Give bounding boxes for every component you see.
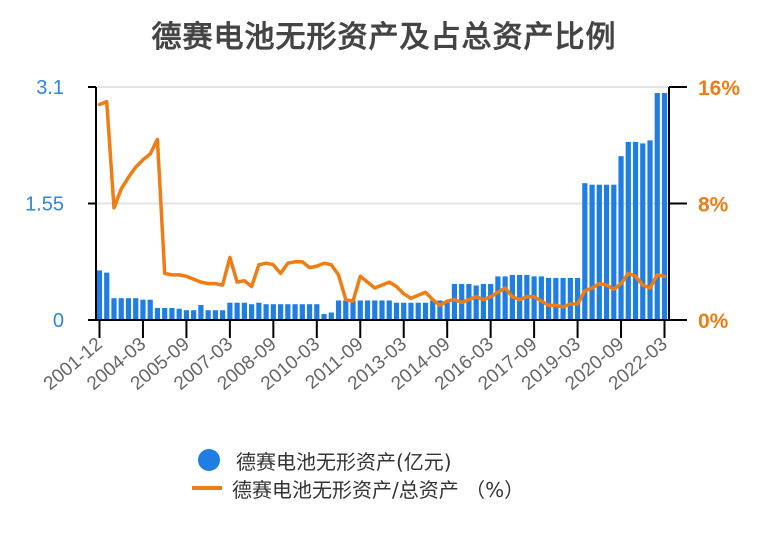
right-axis-tick-label: 0% bbox=[698, 310, 729, 333]
bar bbox=[618, 156, 624, 320]
bar bbox=[314, 304, 320, 320]
bar bbox=[350, 300, 356, 320]
bar bbox=[249, 304, 255, 320]
bar bbox=[133, 298, 139, 320]
bar bbox=[321, 313, 327, 320]
bar bbox=[162, 307, 168, 320]
bar bbox=[140, 299, 146, 320]
bar bbox=[640, 143, 646, 320]
y-axis-labels: 0 1.55 3.1 0% 8% 16% bbox=[25, 77, 740, 333]
bar bbox=[357, 300, 363, 320]
left-axis-tick-label: 0 bbox=[53, 310, 64, 332]
bar bbox=[574, 277, 581, 320]
bar bbox=[415, 302, 421, 320]
bar bbox=[183, 310, 190, 320]
bar bbox=[328, 312, 334, 320]
bar bbox=[104, 272, 110, 320]
bar bbox=[401, 302, 407, 320]
bar bbox=[212, 310, 218, 320]
bar-series bbox=[96, 93, 668, 320]
bar bbox=[191, 310, 197, 320]
bar bbox=[335, 300, 342, 320]
bar bbox=[96, 270, 103, 320]
bar bbox=[422, 302, 429, 320]
bar bbox=[517, 274, 523, 320]
bar bbox=[632, 141, 639, 320]
right-axis-tick-label: 16% bbox=[698, 77, 740, 100]
bar bbox=[437, 300, 443, 320]
gridlines bbox=[96, 86, 669, 205]
bar bbox=[430, 300, 436, 320]
bar bbox=[473, 285, 479, 320]
line-series bbox=[97, 99, 667, 309]
bar bbox=[625, 141, 631, 320]
bar bbox=[386, 300, 392, 320]
bar bbox=[147, 299, 153, 320]
bar bbox=[118, 298, 124, 320]
bar bbox=[553, 277, 559, 320]
bar bbox=[603, 184, 610, 320]
bar bbox=[343, 300, 349, 320]
bar bbox=[125, 298, 132, 320]
bar bbox=[220, 310, 226, 320]
bar bbox=[560, 277, 566, 320]
bar bbox=[292, 304, 298, 320]
bar bbox=[277, 304, 284, 320]
legend-item-bar[interactable]: 德赛电池无形资产(亿元) bbox=[196, 446, 524, 474]
legend-bar-label: 德赛电池无形资产(亿元) bbox=[236, 449, 452, 474]
bar bbox=[538, 276, 544, 320]
legend-item-line[interactable]: 德赛电池无形资产/总资产 （%） bbox=[192, 474, 525, 502]
bar bbox=[661, 93, 668, 320]
bar bbox=[567, 277, 573, 320]
bar bbox=[306, 304, 313, 320]
ratio-line bbox=[97, 99, 667, 309]
bar bbox=[654, 93, 660, 320]
bar bbox=[198, 304, 204, 320]
bar bbox=[241, 302, 247, 320]
bar bbox=[393, 302, 400, 320]
bar bbox=[234, 302, 240, 320]
line-marker-icon bbox=[192, 486, 222, 490]
bar bbox=[263, 304, 269, 320]
bar bbox=[444, 302, 450, 320]
bar bbox=[176, 308, 182, 320]
bar bbox=[480, 283, 487, 320]
right-axis-tick-label: 8% bbox=[698, 194, 729, 217]
bar bbox=[488, 283, 494, 320]
bar bbox=[227, 302, 233, 320]
bar bbox=[299, 304, 305, 320]
bar bbox=[169, 307, 175, 320]
axes bbox=[88, 86, 687, 338]
bar bbox=[611, 184, 617, 320]
bar bbox=[589, 184, 595, 320]
bar bbox=[256, 302, 262, 320]
circle-marker-icon bbox=[198, 449, 220, 471]
bar bbox=[372, 300, 378, 320]
bar bbox=[647, 140, 653, 320]
bar bbox=[364, 300, 371, 320]
chart-title: 德赛电池无形资产及占总资产比例 bbox=[151, 20, 617, 55]
bar bbox=[596, 184, 602, 320]
bar bbox=[285, 304, 291, 320]
bar bbox=[546, 277, 552, 320]
bar bbox=[502, 276, 508, 320]
bar bbox=[154, 307, 161, 320]
legend: 德赛电池无形资产(亿元) 德赛电池无形资产/总资产 （%） bbox=[192, 446, 525, 502]
bar bbox=[582, 183, 588, 320]
left-axis-tick-label: 1.55 bbox=[25, 194, 64, 216]
bar bbox=[205, 310, 211, 320]
x-axis-labels: 2001-122004-032005-092007-032008-092010-… bbox=[40, 334, 672, 395]
bar bbox=[495, 276, 501, 320]
legend-line-label: 德赛电池无形资产/总资产 （%） bbox=[232, 477, 525, 502]
bar bbox=[408, 302, 414, 320]
bar bbox=[379, 300, 385, 320]
bar bbox=[111, 298, 117, 320]
bar bbox=[451, 283, 458, 320]
bar bbox=[466, 283, 472, 320]
bar bbox=[270, 304, 276, 320]
left-axis-tick-label: 3.1 bbox=[36, 77, 64, 99]
